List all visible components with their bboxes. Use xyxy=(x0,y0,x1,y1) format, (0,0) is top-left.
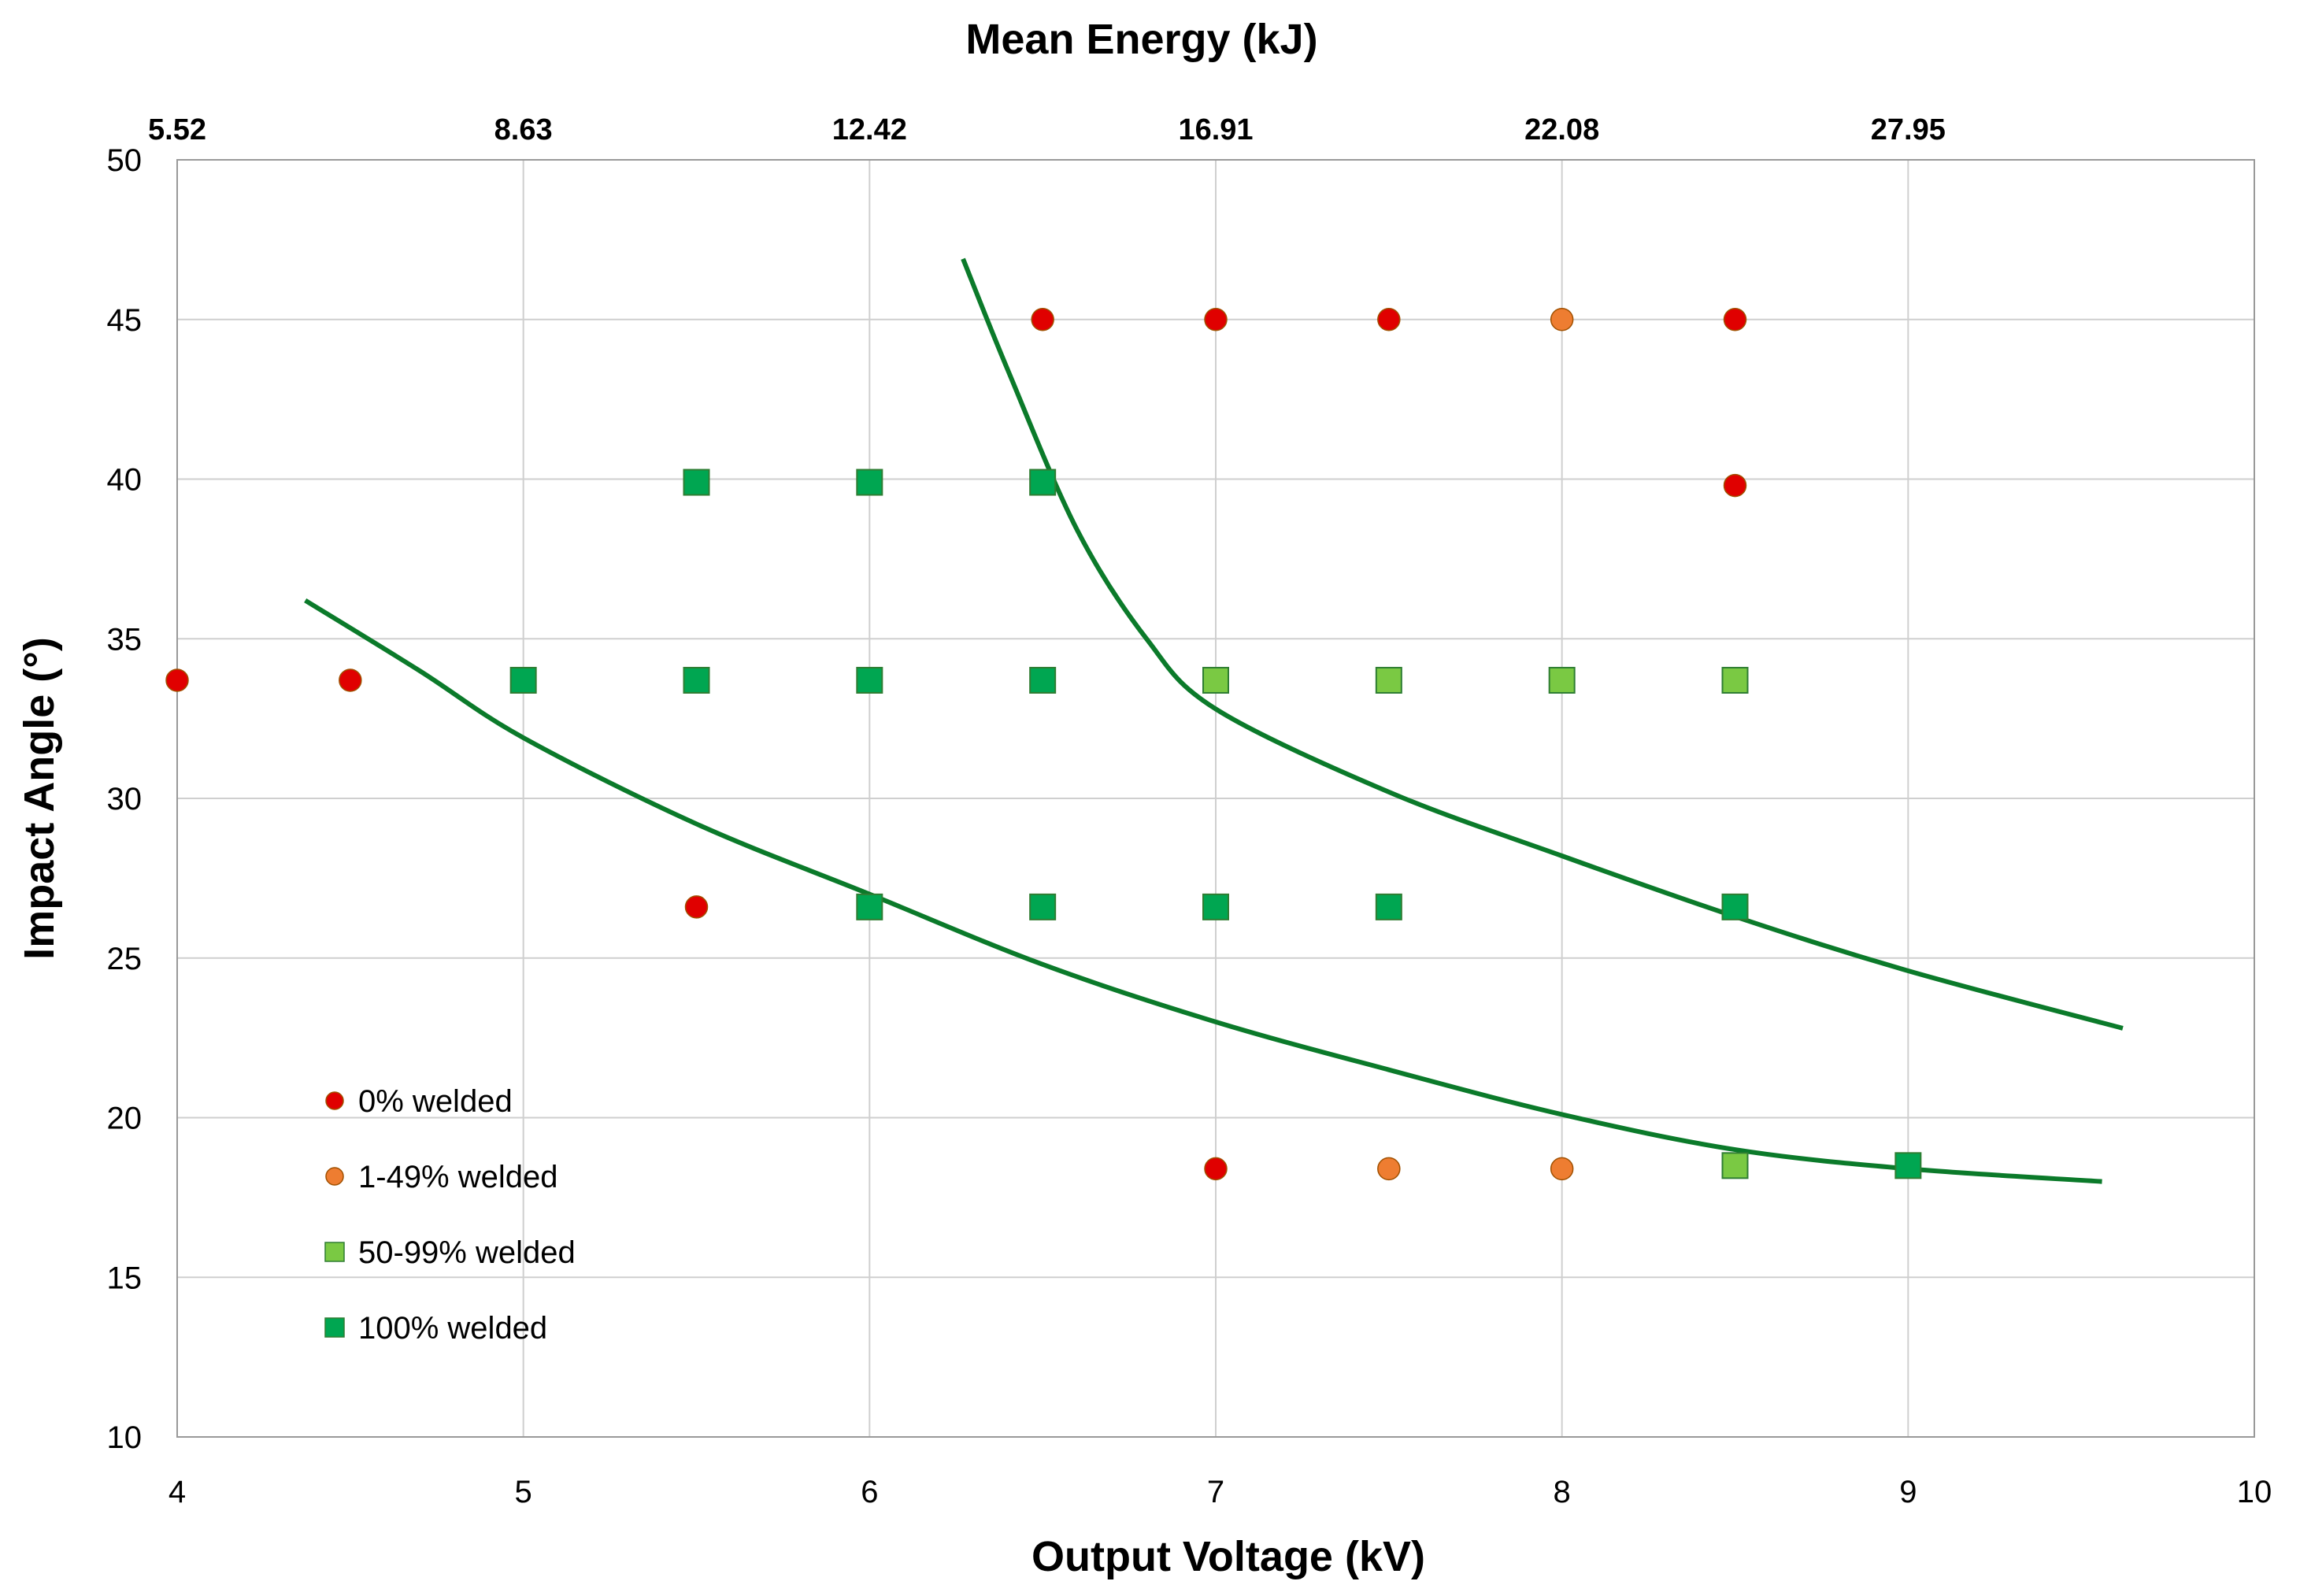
legend-marker xyxy=(324,1242,345,1262)
top-tick-label: 8.63 xyxy=(494,113,553,146)
data-point-square xyxy=(1721,1152,1749,1179)
y-axis-ticks: 10 15 20 25 30 35 40 45 50 xyxy=(107,143,143,1455)
data-point-circle xyxy=(1204,1157,1228,1181)
data-point-square xyxy=(1029,468,1057,496)
legend-label: 1-49% welded xyxy=(358,1160,558,1194)
data-point-square xyxy=(1721,893,1749,920)
x-axis-label: Output Voltage (kV) xyxy=(1031,1533,1425,1580)
y-tick-label: 50 xyxy=(107,143,143,178)
top-tick-label: 27.95 xyxy=(1871,113,1946,146)
data-point-square xyxy=(1029,666,1057,694)
data-point-square xyxy=(856,666,883,694)
data-point-square xyxy=(1202,893,1229,920)
top-tick-label: 12.42 xyxy=(832,113,907,146)
data-point-square xyxy=(1548,666,1576,694)
legend-label: 0% welded xyxy=(358,1084,513,1119)
x-tick-label: 4 xyxy=(169,1475,186,1509)
data-point-circle xyxy=(1377,308,1401,331)
x-tick-label: 6 xyxy=(861,1475,878,1509)
y-axis-label: Impact Angle (°) xyxy=(16,637,63,960)
data-point-square xyxy=(1202,666,1229,694)
legend-label: 100% welded xyxy=(358,1311,547,1346)
data-point-circle xyxy=(1550,308,1574,331)
data-point-square xyxy=(856,468,883,496)
legend-label: 50-99% welded xyxy=(358,1235,576,1270)
data-point-square xyxy=(1375,893,1402,920)
y-tick-label: 10 xyxy=(107,1420,143,1455)
x-tick-label: 5 xyxy=(515,1475,532,1509)
top-tick-label: 22.08 xyxy=(1524,113,1599,146)
data-point-square xyxy=(1375,666,1402,694)
trend-curve xyxy=(304,598,2102,1184)
data-point-square xyxy=(1029,893,1057,920)
y-tick-label: 25 xyxy=(107,942,143,976)
legend-marker xyxy=(325,1091,344,1110)
x-tick-label: 9 xyxy=(1899,1475,1917,1509)
data-point-square xyxy=(1721,666,1749,694)
data-point-square xyxy=(856,893,883,920)
x-axis-ticks: 4 5 6 7 8 9 10 xyxy=(169,1475,2272,1509)
data-point-square xyxy=(1894,1152,1922,1179)
data-point-circle xyxy=(1377,1157,1401,1181)
y-tick-label: 40 xyxy=(107,463,143,498)
x-tick-label: 8 xyxy=(1554,1475,1571,1509)
data-point-circle xyxy=(1204,308,1228,331)
data-point-square xyxy=(683,666,710,694)
data-point-circle xyxy=(339,668,362,692)
data-point-circle xyxy=(165,668,189,692)
y-tick-label: 30 xyxy=(107,782,143,817)
top-axis-ticks: 5.52 8.63 12.42 16.91 22.08 27.95 xyxy=(148,113,1946,146)
chart-title: Mean Energy (kJ) xyxy=(965,16,1317,63)
y-tick-label: 15 xyxy=(107,1261,143,1295)
plot-area-border xyxy=(176,159,2255,1438)
legend-marker xyxy=(325,1167,344,1186)
data-points xyxy=(165,308,1922,1181)
data-point-circle xyxy=(1723,308,1747,331)
legend: 0% welded 1-49% welded 50-99% welded 100% w… xyxy=(324,1084,576,1346)
top-tick-label: 16.91 xyxy=(1178,113,1253,146)
data-point-square xyxy=(683,468,710,496)
data-point-circle xyxy=(1550,1157,1574,1181)
data-point-circle xyxy=(1723,473,1747,498)
y-tick-label: 35 xyxy=(107,622,143,657)
data-point-square xyxy=(509,666,537,694)
y-tick-label: 20 xyxy=(107,1102,143,1136)
data-point-circle xyxy=(684,895,709,919)
x-tick-label: 7 xyxy=(1207,1475,1224,1509)
top-tick-label: 5.52 xyxy=(148,113,206,146)
y-tick-label: 45 xyxy=(107,303,143,338)
legend-marker xyxy=(324,1317,345,1338)
data-point-circle xyxy=(1031,308,1054,331)
x-tick-label: 10 xyxy=(2237,1475,2272,1509)
